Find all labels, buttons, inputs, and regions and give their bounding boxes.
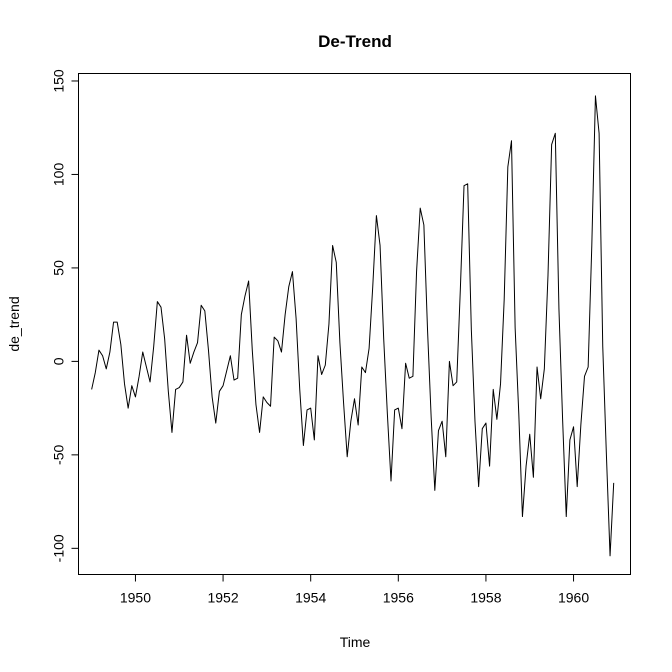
plot-area-border [78,73,631,575]
x-tick-label: 1954 [295,590,326,606]
x-tick-label: 1950 [120,590,151,606]
chart-title: De-Trend [318,32,392,51]
y-axis: -100 -50 0 50 100 150 [51,69,79,562]
y-tick-label: 150 [51,69,67,93]
x-axis-label: Time [340,634,371,650]
x-axis: 1950 1952 1954 1956 1958 1960 [120,574,589,606]
x-tick-label: 1960 [558,590,589,606]
y-tick-label: -100 [51,534,67,562]
y-axis-label: de_trend [6,296,22,351]
x-tick-label: 1952 [207,590,238,606]
y-tick-label: 0 [51,357,67,365]
y-tick-label: -50 [51,445,67,465]
x-tick-label: 1958 [470,590,501,606]
y-tick-label: 100 [51,163,67,187]
x-tick-label: 1956 [383,590,414,606]
series-line-de-trend [91,95,615,557]
y-tick-label: 50 [51,260,67,276]
